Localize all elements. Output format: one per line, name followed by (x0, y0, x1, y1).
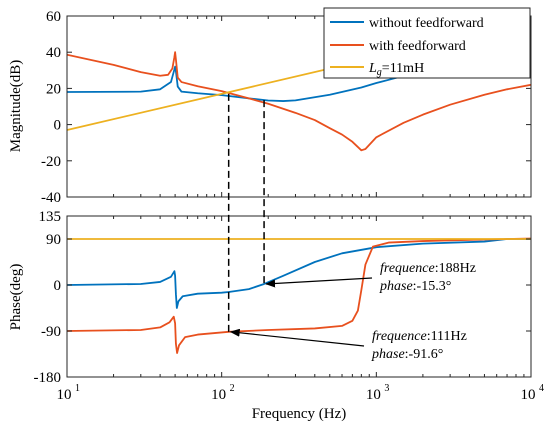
magnitude-series-with-feedforward (67, 51, 531, 152)
legend-label-without-feedforward: without feedforward (369, 16, 484, 31)
magnitude-ytick-label: 60 (46, 9, 61, 25)
x-tick-label: 10 (521, 387, 536, 403)
x-tick-label: 10 (57, 387, 72, 403)
x-tick-exponent: 3 (384, 383, 389, 394)
magnitude-ytick-label: -40 (41, 190, 61, 206)
phase-annotations: frequence:188Hz phase:-15.3° frequence:111… (229, 261, 476, 362)
phase-ytick-label: -90 (41, 324, 61, 340)
phase-ytick-label: -180 (34, 370, 62, 386)
annotation-phase: phase:-91.6° (371, 347, 443, 362)
magnitude-panel: -40 -20 0 20 40 60 Magnitude(dB) (8, 9, 532, 206)
magnitude-ytick-label: 40 (46, 45, 61, 61)
x-tick-exponent: 1 (75, 383, 80, 394)
phase-ytick-label: 90 (46, 232, 61, 248)
magnitude-ytick-label: 20 (46, 81, 61, 97)
annotation-arrow (265, 277, 373, 288)
phase-ytick-label: 0 (54, 278, 62, 294)
magnitude-ytick-label: -20 (41, 154, 61, 170)
phase-axes-box (66, 215, 532, 378)
phase-series-with-feedforward (67, 237, 531, 354)
phase-series-group (67, 237, 531, 354)
x-tick-exponent: 4 (539, 383, 544, 394)
legend: without feedforward with feedforward Lg=… (323, 7, 531, 79)
phase-series-without-feedforward (67, 238, 531, 309)
magnitude-ytick-label: 0 (54, 118, 62, 134)
magnitude-axes-box (66, 15, 532, 198)
annotation-arrow (229, 328, 365, 347)
annotation-frequency: frequence:111Hz (372, 329, 467, 344)
crossover-guides (227, 93, 265, 332)
legend-label-with-feedforward: with feedforward (369, 39, 466, 54)
magnitude-y-axis-label: Magnitude(dB) (8, 60, 24, 152)
phase-y-ticks: -180 -90 0 90 135 (34, 209, 531, 386)
x-tick-label: 10 (211, 387, 226, 403)
frequency-x-axis-label: Frequency (Hz) (252, 406, 347, 422)
x-tick-exponent: 2 (230, 383, 235, 394)
phase-ytick-label: 135 (39, 209, 62, 225)
phase-y-axis-label: Phase(deg) (8, 264, 24, 331)
magnitude-series-without-feedforward (67, 64, 451, 102)
x-tick-label: 10 (366, 387, 381, 403)
annotation-phase: phase:-15.3° (379, 279, 451, 294)
legend-label-lg: Lg=11mH (368, 61, 424, 78)
annotation-frequency: frequence:188Hz (380, 261, 476, 276)
